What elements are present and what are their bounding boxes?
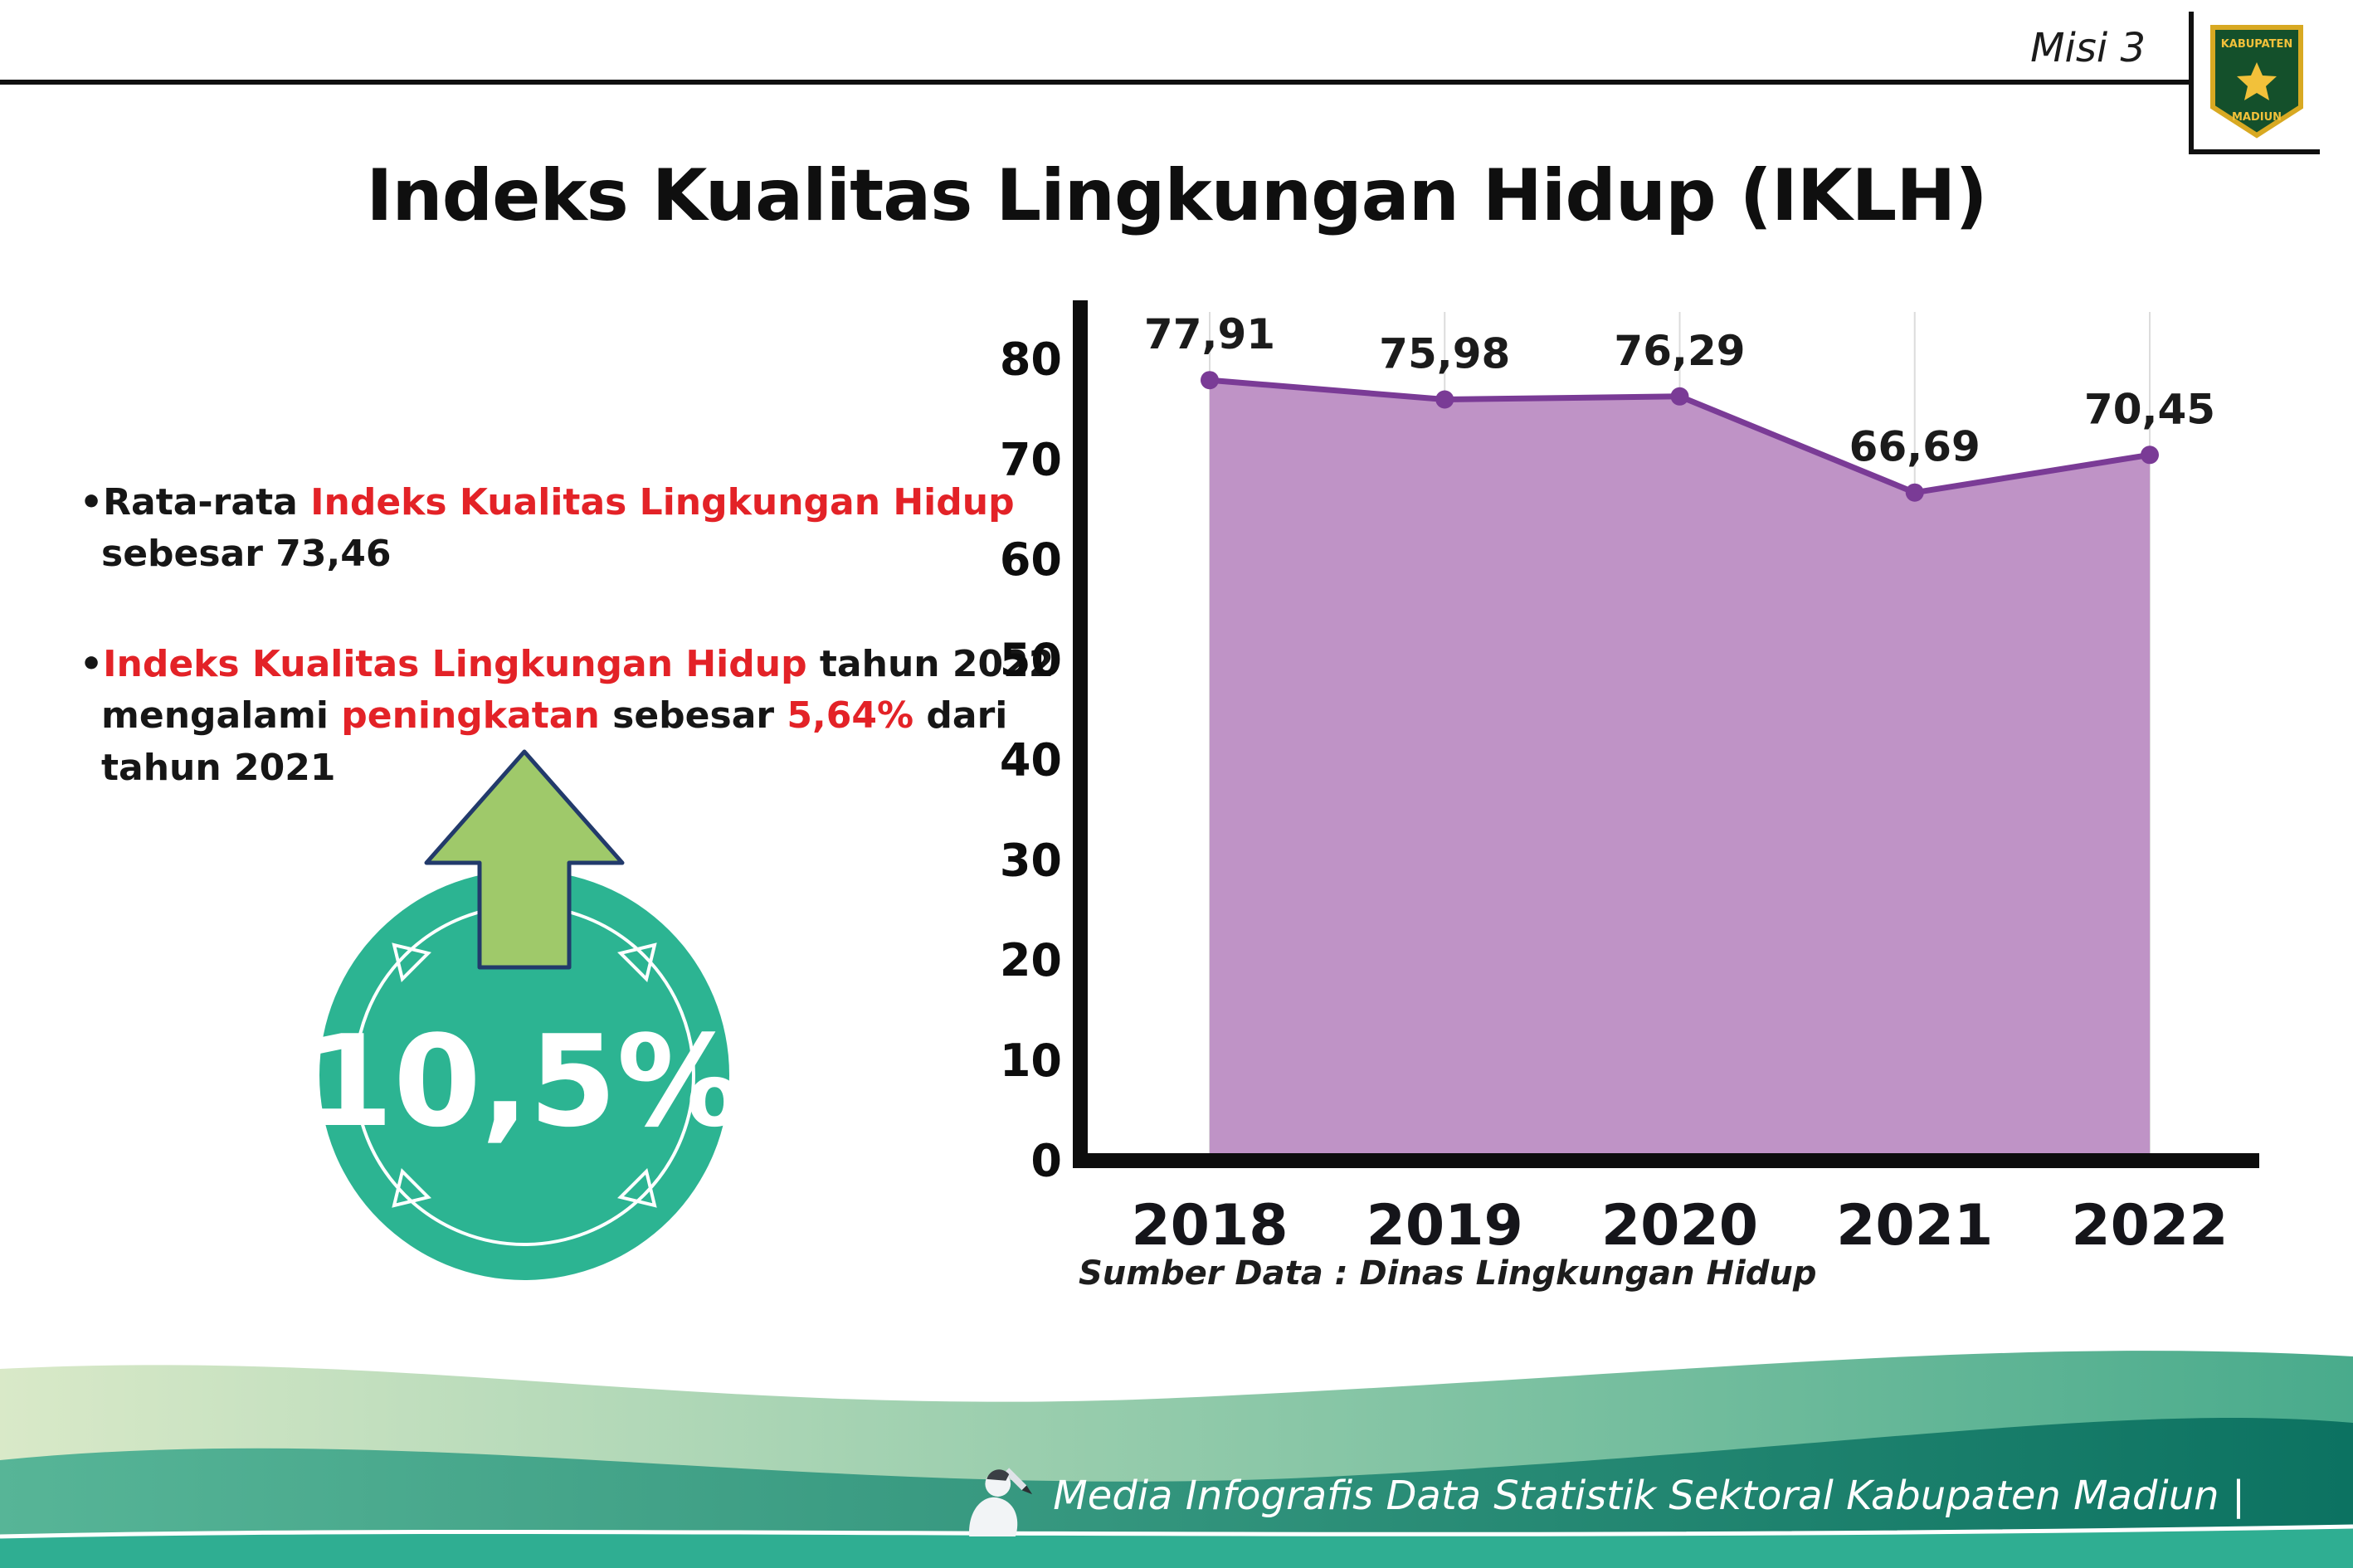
header-divider (0, 80, 2197, 85)
up-arrow-icon (424, 749, 625, 970)
chart-x-axis (1073, 1153, 2259, 1168)
footer-credit: Media Infografis Data Statistik Sektoral… (953, 1450, 2245, 1541)
logo-text-madiun: MADIUN (2232, 111, 2282, 124)
chart-value-label-2022: 70,45 (2084, 385, 2215, 433)
chart-ytick-70: 70 (1000, 433, 1062, 485)
chart-xlabel-2022: 2022 (2071, 1193, 2228, 1259)
bullet2-text3: sebesar (599, 694, 787, 738)
bullet-marker: • (80, 481, 104, 523)
bullet2-text4: dari (913, 694, 1008, 738)
misi-label: Misi 3 (2030, 25, 2146, 71)
chart-value-label-2019: 75,98 (1379, 330, 1510, 378)
data-source-note: Sumber Data : Dinas Lingkungan Hidup (1079, 1254, 1817, 1293)
chart-area-fill (1210, 380, 2150, 1161)
footer-wave-graphic (0, 1351, 2353, 1568)
chart-ytick-80: 80 (1000, 334, 1062, 386)
crest-icon: KABUPATEN MADIUN (2210, 25, 2303, 139)
bullet2-text1: tahun 2022 (806, 642, 1055, 685)
logo-text-kabupaten: KABUPATEN (2221, 38, 2293, 51)
badge-circle (319, 870, 729, 1280)
bullet2-text5: tahun 2021 (101, 746, 336, 789)
increase-badge-graphic: 10,5% (305, 749, 743, 1280)
chart-ytick-40: 40 (1000, 734, 1062, 786)
bullet2-text2: mengalami (101, 694, 342, 738)
chart-value-label-2021: 66,69 (1849, 423, 1980, 471)
chart-point-2021 (1905, 483, 1924, 502)
chart-ytick-60: 60 (1000, 533, 1062, 586)
chart-point-2020 (1670, 387, 1689, 406)
chart-ytick-20: 20 (1000, 934, 1062, 986)
chart-ytick-10: 10 (1000, 1035, 1062, 1087)
bullet1-text: Rata-rata (103, 481, 311, 523)
chart-point-2022 (2141, 446, 2159, 465)
chart-xlabel-2018: 2018 (1131, 1193, 1288, 1259)
chart-point-2018 (1201, 371, 1219, 390)
chart-ytick-50: 50 (1000, 634, 1062, 686)
bullet-average-iklh: •Rata-rata Indeks Kualitas Lingkungan Hi… (80, 477, 1125, 581)
logo-star-icon (2237, 62, 2277, 100)
chart-xlabel-2019: 2019 (1366, 1193, 1523, 1259)
wave-strip (0, 1527, 2353, 1568)
footer-caption: Media Infografis Data Statistik Sektoral… (1053, 1473, 2245, 1519)
chart-point-2019 (1435, 390, 1454, 409)
increase-badge: 10,5% (305, 737, 743, 1296)
chart-xlabel-2020: 2020 (1601, 1193, 1758, 1259)
key-points: •Rata-rata Indeks Kualitas Lingkungan Hi… (80, 477, 1125, 852)
writer-mascot-icon (969, 1468, 1033, 1536)
bullet2-percent: 5,64% (787, 694, 914, 738)
chart-ytick-30: 30 (1000, 834, 1062, 886)
bullet1-value: sebesar 73,46 (101, 533, 392, 576)
chart-ytick-0: 0 (1030, 1135, 1062, 1187)
chart-value-label-2018: 77,91 (1144, 310, 1275, 358)
increase-percentage: 10,5% (309, 1008, 740, 1155)
badge-ring (353, 904, 695, 1246)
kabupaten-madiun-logo: KABUPATEN MADIUN (2189, 12, 2320, 154)
chart-y-axis (1073, 300, 1088, 1168)
iklh-area-chart: 77,91 75,98 76,29 66,69 70,45 0 10 20 30 40 50 60 70… (979, 290, 2273, 1327)
chart-xlabel-2021: 2021 (1836, 1193, 1993, 1259)
bullet2-highlight2: peningkatan (341, 694, 600, 738)
bullet1-highlight: Indeks Kualitas Lingkungan Hidup (310, 481, 1015, 523)
chart-value-label-2020: 76,29 (1614, 327, 1745, 375)
bullet-increase-2022: •Indeks Kualitas Lingkungan Hidup tahun … (80, 639, 1125, 794)
chart-canvas: 77,91 75,98 76,29 66,69 70,45 0 10 20 30 40 50 60 70… (1000, 300, 2259, 1259)
bullet2-highlight1: Indeks Kualitas Lingkungan Hidup (103, 642, 807, 685)
page-title: Indeks Kualitas Lingkungan Hidup (IKLH) (366, 153, 1987, 237)
bullet-marker: • (80, 642, 104, 685)
